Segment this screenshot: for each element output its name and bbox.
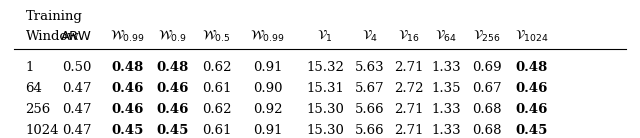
Text: $\mathcal{V}_{256}$: $\mathcal{V}_{256}$ bbox=[473, 29, 500, 44]
Text: 15.32: 15.32 bbox=[306, 61, 344, 74]
Text: 5.63: 5.63 bbox=[355, 61, 385, 74]
Text: $\mathcal{V}_4$: $\mathcal{V}_4$ bbox=[362, 29, 378, 44]
Text: 0.91: 0.91 bbox=[253, 124, 282, 137]
Text: 0.46: 0.46 bbox=[111, 82, 144, 95]
Text: 0.48: 0.48 bbox=[156, 61, 188, 74]
Text: 1.33: 1.33 bbox=[431, 61, 461, 74]
Text: 0.67: 0.67 bbox=[472, 82, 502, 95]
Text: $\mathcal{W}_{0.5}$: $\mathcal{W}_{0.5}$ bbox=[202, 29, 231, 44]
Text: 0.61: 0.61 bbox=[202, 124, 232, 137]
Text: 0.46: 0.46 bbox=[515, 82, 548, 95]
Text: 0.48: 0.48 bbox=[111, 61, 144, 74]
Text: 1.33: 1.33 bbox=[431, 103, 461, 116]
Text: 2.71: 2.71 bbox=[394, 124, 424, 137]
Text: 5.66: 5.66 bbox=[355, 124, 385, 137]
Text: 0.90: 0.90 bbox=[253, 82, 282, 95]
Text: ARW: ARW bbox=[61, 30, 92, 43]
Text: 5.67: 5.67 bbox=[355, 82, 385, 95]
Text: 0.46: 0.46 bbox=[156, 103, 188, 116]
Text: 1.33: 1.33 bbox=[431, 124, 461, 137]
Text: 0.45: 0.45 bbox=[156, 124, 188, 137]
Text: 256: 256 bbox=[26, 103, 51, 116]
Text: 15.31: 15.31 bbox=[306, 82, 344, 95]
Text: 0.48: 0.48 bbox=[515, 61, 548, 74]
Text: 0.47: 0.47 bbox=[62, 82, 92, 95]
Text: Window: Window bbox=[26, 30, 79, 43]
Text: 1.35: 1.35 bbox=[431, 82, 461, 95]
Text: $\mathcal{V}_1$: $\mathcal{V}_1$ bbox=[317, 29, 333, 44]
Text: 0.91: 0.91 bbox=[253, 61, 282, 74]
Text: 1: 1 bbox=[26, 61, 34, 74]
Text: $\mathcal{W}_{0.9}$: $\mathcal{W}_{0.9}$ bbox=[157, 29, 187, 44]
Text: 0.92: 0.92 bbox=[253, 103, 282, 116]
Text: 0.45: 0.45 bbox=[111, 124, 144, 137]
Text: $\mathcal{W}_{0.99}$: $\mathcal{W}_{0.99}$ bbox=[110, 29, 145, 44]
Text: 2.71: 2.71 bbox=[394, 103, 424, 116]
Text: 0.62: 0.62 bbox=[202, 61, 232, 74]
Text: 0.47: 0.47 bbox=[62, 103, 92, 116]
Text: 2.72: 2.72 bbox=[394, 82, 424, 95]
Text: $\mathcal{V}_{64}$: $\mathcal{V}_{64}$ bbox=[435, 29, 457, 44]
Text: 15.30: 15.30 bbox=[306, 124, 344, 137]
Text: 0.62: 0.62 bbox=[202, 103, 232, 116]
Text: 0.46: 0.46 bbox=[156, 82, 188, 95]
Text: 15.30: 15.30 bbox=[306, 103, 344, 116]
Text: 0.46: 0.46 bbox=[111, 103, 144, 116]
Text: 0.45: 0.45 bbox=[515, 124, 548, 137]
Text: 0.69: 0.69 bbox=[472, 61, 502, 74]
Text: 0.68: 0.68 bbox=[472, 103, 502, 116]
Text: 1024: 1024 bbox=[26, 124, 59, 137]
Text: $\mathcal{V}_{16}$: $\mathcal{V}_{16}$ bbox=[398, 29, 420, 44]
Text: $\mathcal{W}_{0.99}$: $\mathcal{W}_{0.99}$ bbox=[250, 29, 285, 44]
Text: 0.61: 0.61 bbox=[202, 82, 232, 95]
Text: Training: Training bbox=[26, 10, 83, 23]
Text: 5.66: 5.66 bbox=[355, 103, 385, 116]
Text: 2.71: 2.71 bbox=[394, 61, 424, 74]
Text: $\mathcal{V}_{1024}$: $\mathcal{V}_{1024}$ bbox=[515, 29, 548, 44]
Text: 0.47: 0.47 bbox=[62, 124, 92, 137]
Text: 0.50: 0.50 bbox=[62, 61, 92, 74]
Text: 0.46: 0.46 bbox=[515, 103, 548, 116]
Text: 64: 64 bbox=[26, 82, 42, 95]
Text: 0.68: 0.68 bbox=[472, 124, 502, 137]
